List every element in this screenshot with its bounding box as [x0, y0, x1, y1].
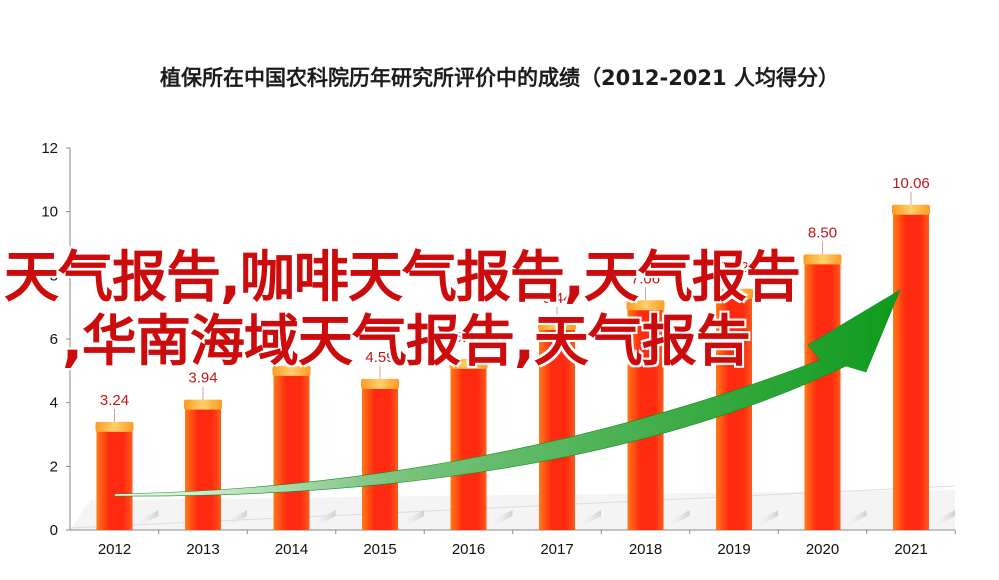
x-tick-label: 2015 [363, 541, 396, 558]
data-labels: 3.24 3.94 4.59 5.22 6.44 7.06 7.42 8.50 10.06 [100, 175, 930, 409]
bar-shadow [221, 510, 247, 530]
bar-cap [95, 421, 134, 432]
bar-shadow [575, 510, 601, 530]
x-tick-label: 2014 [275, 541, 308, 558]
chart-title: 植保所在中国农科院历年研究所评价中的成绩（2012-2021 人均得分） [160, 66, 839, 90]
x-tick-label: 2020 [806, 541, 839, 558]
y-tick-label: 2 [50, 458, 58, 475]
bars [95, 191, 955, 531]
bar [185, 404, 221, 530]
bar [804, 259, 841, 530]
bar [273, 370, 310, 530]
bar [539, 324, 575, 530]
y-tick-label: 0 [50, 522, 58, 539]
bar-shadow [486, 510, 513, 530]
x-tick-label: 2019 [717, 541, 750, 558]
axes: 0 2 4 6 8 10 12 2012 2013 2014 2015 2016 2017 2018 201… [41, 140, 956, 558]
bar-shadow [132, 510, 159, 530]
y-tick-label: 12 [41, 140, 58, 157]
bar [450, 363, 487, 530]
bar [893, 209, 929, 531]
y-tick-label: 8 [50, 267, 58, 284]
watermark-text-line-2: ,华南海域天气报告,天气报告 [62, 309, 751, 373]
trend-arrow [114, 289, 901, 497]
bar-cap [538, 319, 576, 330]
bar-cap [361, 378, 399, 389]
bar-shadow [309, 510, 336, 530]
bar-cap [892, 204, 930, 215]
bar-cap [449, 358, 488, 369]
x-tick-label: 2021 [894, 541, 927, 558]
x-tick-label: 2017 [540, 541, 573, 558]
bar-shadow [398, 510, 424, 530]
bar-shadow [840, 510, 867, 530]
bar [96, 426, 133, 530]
data-label: 3.94 [188, 370, 217, 387]
watermark-text-line-1: 天气报告,咖啡天气报告,天气报告 [4, 245, 801, 309]
data-label: 8.50 [808, 224, 837, 241]
bar-cap [272, 365, 311, 376]
x-tick-label: 2016 [452, 541, 485, 558]
data-label: 7.06 [631, 270, 660, 287]
y-tick-label: 10 [41, 204, 58, 221]
bar [362, 383, 398, 530]
data-label: 5.22 [454, 329, 483, 346]
trend-arrow-shape [114, 289, 901, 497]
bar-cap [715, 288, 753, 299]
x-tick-label: 2012 [98, 541, 131, 558]
data-label: 4.59 [365, 349, 394, 366]
data-label: 6.44 [542, 290, 571, 307]
data-label: 10.06 [892, 175, 930, 192]
data-label: 3.24 [100, 392, 129, 409]
bar-shadow [752, 510, 778, 530]
data-label: 7.42 [719, 259, 748, 276]
y-tick-label: 4 [50, 395, 58, 412]
x-tick-label: 2018 [629, 541, 662, 558]
x-tick-label: 2013 [186, 541, 219, 558]
bar-shadow [663, 510, 690, 530]
bar-cap [803, 254, 842, 265]
bar-cap [626, 300, 665, 311]
bar-cap [184, 399, 222, 410]
y-tick-label: 6 [50, 331, 58, 348]
bar-shadow [929, 510, 955, 530]
